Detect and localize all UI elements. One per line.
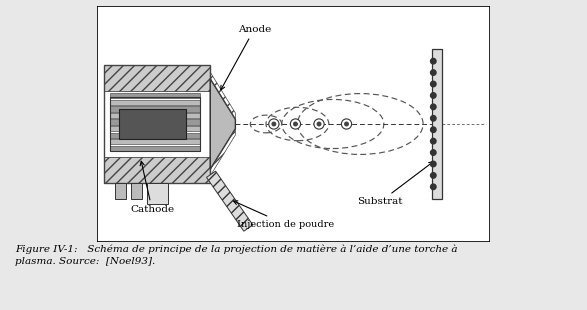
Bar	[110, 93, 200, 99]
Text: Figure IV-1:   Schéma de principe de la projection de matière à l’aide d’une tor: Figure IV-1: Schéma de principe de la pr…	[15, 244, 457, 266]
Bar	[119, 109, 185, 139]
Polygon shape	[207, 171, 253, 231]
Bar	[104, 65, 210, 183]
Circle shape	[272, 122, 276, 126]
Circle shape	[430, 116, 436, 121]
Bar	[110, 119, 200, 125]
Text: Injection de poudre: Injection de poudre	[234, 201, 334, 229]
Bar	[110, 113, 200, 118]
Circle shape	[269, 119, 279, 129]
Circle shape	[430, 81, 436, 87]
Text: Substrat: Substrat	[357, 162, 433, 206]
Text: Cathode: Cathode	[130, 161, 174, 214]
Bar	[147, 183, 168, 205]
Circle shape	[430, 173, 436, 178]
Circle shape	[294, 122, 297, 126]
Bar	[110, 100, 200, 105]
Circle shape	[430, 184, 436, 190]
Bar	[110, 133, 200, 138]
Bar	[104, 65, 210, 91]
Circle shape	[345, 122, 348, 126]
Circle shape	[430, 150, 436, 155]
Bar	[110, 139, 200, 144]
Polygon shape	[210, 79, 235, 169]
Circle shape	[430, 127, 436, 132]
Circle shape	[317, 122, 321, 126]
Bar	[115, 183, 126, 199]
Text: Anode: Anode	[221, 25, 271, 90]
Circle shape	[291, 119, 301, 129]
Circle shape	[342, 119, 352, 129]
Circle shape	[430, 138, 436, 144]
Bar	[110, 97, 200, 151]
Circle shape	[430, 104, 436, 110]
Circle shape	[430, 161, 436, 167]
Bar	[431, 49, 441, 199]
Circle shape	[430, 93, 436, 98]
Circle shape	[314, 119, 324, 129]
Bar	[110, 126, 200, 131]
Circle shape	[430, 58, 436, 64]
Bar	[110, 106, 200, 112]
Circle shape	[430, 70, 436, 75]
Bar	[110, 146, 200, 151]
Bar	[104, 157, 210, 183]
Bar	[130, 183, 141, 199]
